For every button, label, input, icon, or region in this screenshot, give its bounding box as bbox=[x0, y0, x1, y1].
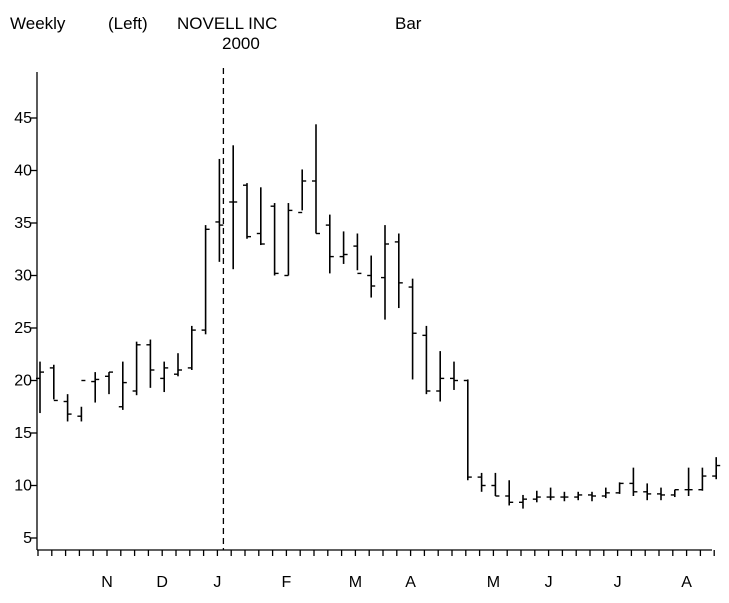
chart-style-label: Bar bbox=[395, 14, 422, 33]
period-label: Weekly bbox=[10, 14, 66, 33]
y-tick-label: 45 bbox=[14, 110, 32, 127]
y-tick-label: 20 bbox=[14, 373, 32, 390]
y-tick-label: 5 bbox=[23, 530, 32, 547]
y-tick-label: 40 bbox=[14, 163, 32, 180]
x-tick-label: J bbox=[545, 574, 553, 591]
x-tick-label: D bbox=[156, 574, 168, 591]
x-tick-label: A bbox=[681, 574, 692, 591]
y-tick-label: 30 bbox=[14, 268, 32, 285]
y-tick-label: 35 bbox=[14, 215, 32, 232]
chart-title: NOVELL INC bbox=[177, 14, 278, 33]
x-tick-label: A bbox=[405, 574, 416, 591]
scale-side-label: (Left) bbox=[108, 14, 148, 33]
y-tick-label: 25 bbox=[14, 320, 32, 337]
x-tick-label: J bbox=[213, 574, 221, 591]
y-tick-label: 10 bbox=[14, 478, 32, 495]
y-tick-label: 15 bbox=[14, 425, 32, 442]
year-label: 2000 bbox=[222, 34, 260, 53]
x-tick-label: F bbox=[282, 574, 292, 591]
x-tick-label: M bbox=[349, 574, 362, 591]
x-tick-label: N bbox=[101, 574, 113, 591]
x-tick-label: J bbox=[614, 574, 622, 591]
x-tick-label: M bbox=[487, 574, 500, 591]
